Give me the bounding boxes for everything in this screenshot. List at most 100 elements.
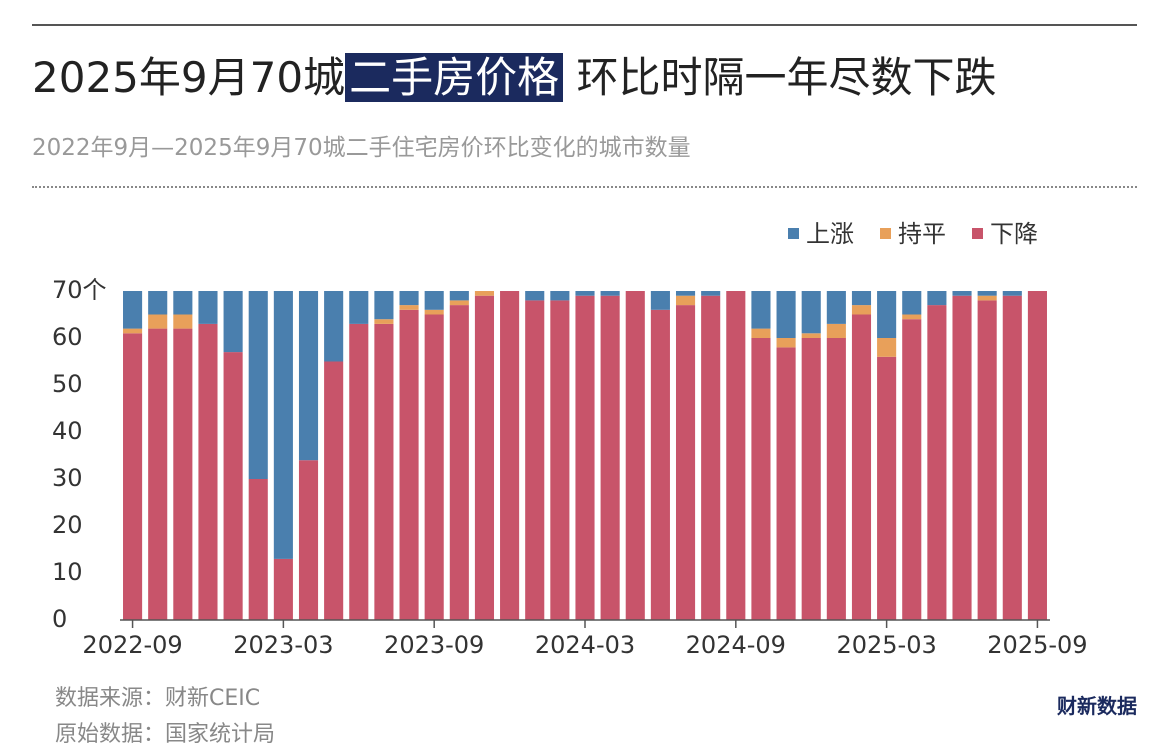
bar-segment xyxy=(173,291,193,315)
bar-segment xyxy=(198,291,218,324)
x-tick-label: 2023-09 xyxy=(384,631,484,659)
bar-segment xyxy=(525,291,545,301)
bar-segment xyxy=(977,295,997,301)
bar-segment xyxy=(248,479,268,620)
bar-segment xyxy=(248,291,268,479)
bar-segment xyxy=(902,314,922,320)
bar-segment xyxy=(550,300,570,620)
legend-label: 持平 xyxy=(898,220,946,248)
bar-segment xyxy=(148,328,168,620)
bar-segment xyxy=(575,291,595,296)
bar-segment xyxy=(801,333,821,338)
bar-segment xyxy=(449,305,469,620)
bar-segment xyxy=(349,323,369,620)
bar-segment xyxy=(424,291,444,310)
bar-segment xyxy=(927,291,947,306)
bar-segment xyxy=(851,314,872,620)
bar-segment xyxy=(424,314,444,620)
bar-segment xyxy=(500,291,520,620)
bar-segment xyxy=(198,323,218,620)
bar-segment xyxy=(625,291,645,620)
legend-swatch xyxy=(972,228,983,239)
bar-segment xyxy=(801,291,821,334)
bar-segment xyxy=(675,295,696,306)
bar-segment xyxy=(751,328,771,338)
brand: 财新数据 xyxy=(1057,694,1137,718)
bar-segment xyxy=(726,291,746,620)
y-tick-label: 50 xyxy=(52,370,83,398)
bar-segment xyxy=(952,291,972,296)
y-tick-label: 30 xyxy=(52,464,83,492)
bar-segment xyxy=(1002,291,1022,296)
bar-segment xyxy=(148,291,168,315)
chart-subtitle: 2022年9月—2025年9月70城二手住宅房价环比变化的城市数量 xyxy=(32,135,691,161)
bar-segment xyxy=(877,291,897,338)
legend-swatch xyxy=(788,228,799,239)
bar-segment xyxy=(600,291,620,296)
bar-segment xyxy=(324,291,344,362)
bar-segment xyxy=(449,291,469,301)
legend-label: 上涨 xyxy=(806,220,854,248)
x-tick-label: 2024-03 xyxy=(535,631,635,659)
bar-segment xyxy=(399,291,419,306)
y-tick-label: 60 xyxy=(52,323,83,351)
bar-segment xyxy=(374,323,394,620)
bar-segment xyxy=(952,295,972,620)
bar-segment xyxy=(1027,291,1047,620)
bar-segment xyxy=(902,291,922,315)
top-rule xyxy=(32,24,1137,26)
x-tick-label: 2023-03 xyxy=(233,631,333,659)
bar-segment xyxy=(123,333,143,620)
y-tick-label: 0 xyxy=(52,605,67,633)
bar-segment xyxy=(349,291,369,324)
bar-segment xyxy=(801,338,821,620)
x-tick-label: 2025-09 xyxy=(987,631,1087,659)
bar-segment xyxy=(575,295,595,620)
title-part: 环比时隔一年尽数下跌 xyxy=(576,53,997,102)
source: 原始数据：国家统计局 xyxy=(55,722,276,745)
bar-segment xyxy=(751,338,771,620)
bar-segment xyxy=(826,291,846,324)
bar-segment xyxy=(877,356,897,620)
bar-segment xyxy=(273,558,293,620)
bar-segment xyxy=(776,291,796,338)
bar-segment xyxy=(927,305,947,620)
title-highlight: 二手房价格 xyxy=(345,53,564,102)
bar-segment xyxy=(298,460,319,620)
bar-segment xyxy=(223,291,243,353)
bar-segment xyxy=(173,314,193,329)
bar-segment xyxy=(399,305,419,310)
y-tick-label: 40 xyxy=(52,417,83,445)
bar-segment xyxy=(474,291,495,296)
bar-segment xyxy=(701,295,721,620)
legend-label: 下降 xyxy=(990,220,1038,248)
bar-segment xyxy=(977,300,997,620)
bar-segment xyxy=(424,309,444,315)
title-part: 2025年9月70城 xyxy=(32,53,346,102)
bar-segment xyxy=(474,295,495,620)
y-tick-label: 20 xyxy=(52,511,83,539)
bar-segment xyxy=(776,338,796,348)
bar-segment xyxy=(298,291,319,461)
bar-segment xyxy=(123,328,143,334)
bar-segment xyxy=(148,314,168,329)
x-tick-label: 2024-09 xyxy=(686,631,786,659)
bar-segment xyxy=(550,291,570,301)
bar-segment xyxy=(1002,295,1022,620)
bar-segment xyxy=(977,291,997,296)
chart-title: 2025年9月70城二手房价格 环比时隔一年尽数下跌 xyxy=(32,50,996,106)
bar-segment xyxy=(173,328,193,620)
bar-segment xyxy=(902,319,922,620)
legend-swatch xyxy=(880,228,891,239)
bar-segment xyxy=(675,305,696,620)
bar-segment xyxy=(223,352,243,620)
y-tick-label: 70个 xyxy=(52,276,107,304)
bar-segment xyxy=(374,291,394,320)
bar-segment xyxy=(324,361,344,620)
bar-segment xyxy=(851,305,872,315)
bar-segment xyxy=(751,291,771,329)
bar-segment xyxy=(600,295,620,620)
bar-segment xyxy=(449,300,469,306)
bar-segment xyxy=(826,323,846,338)
